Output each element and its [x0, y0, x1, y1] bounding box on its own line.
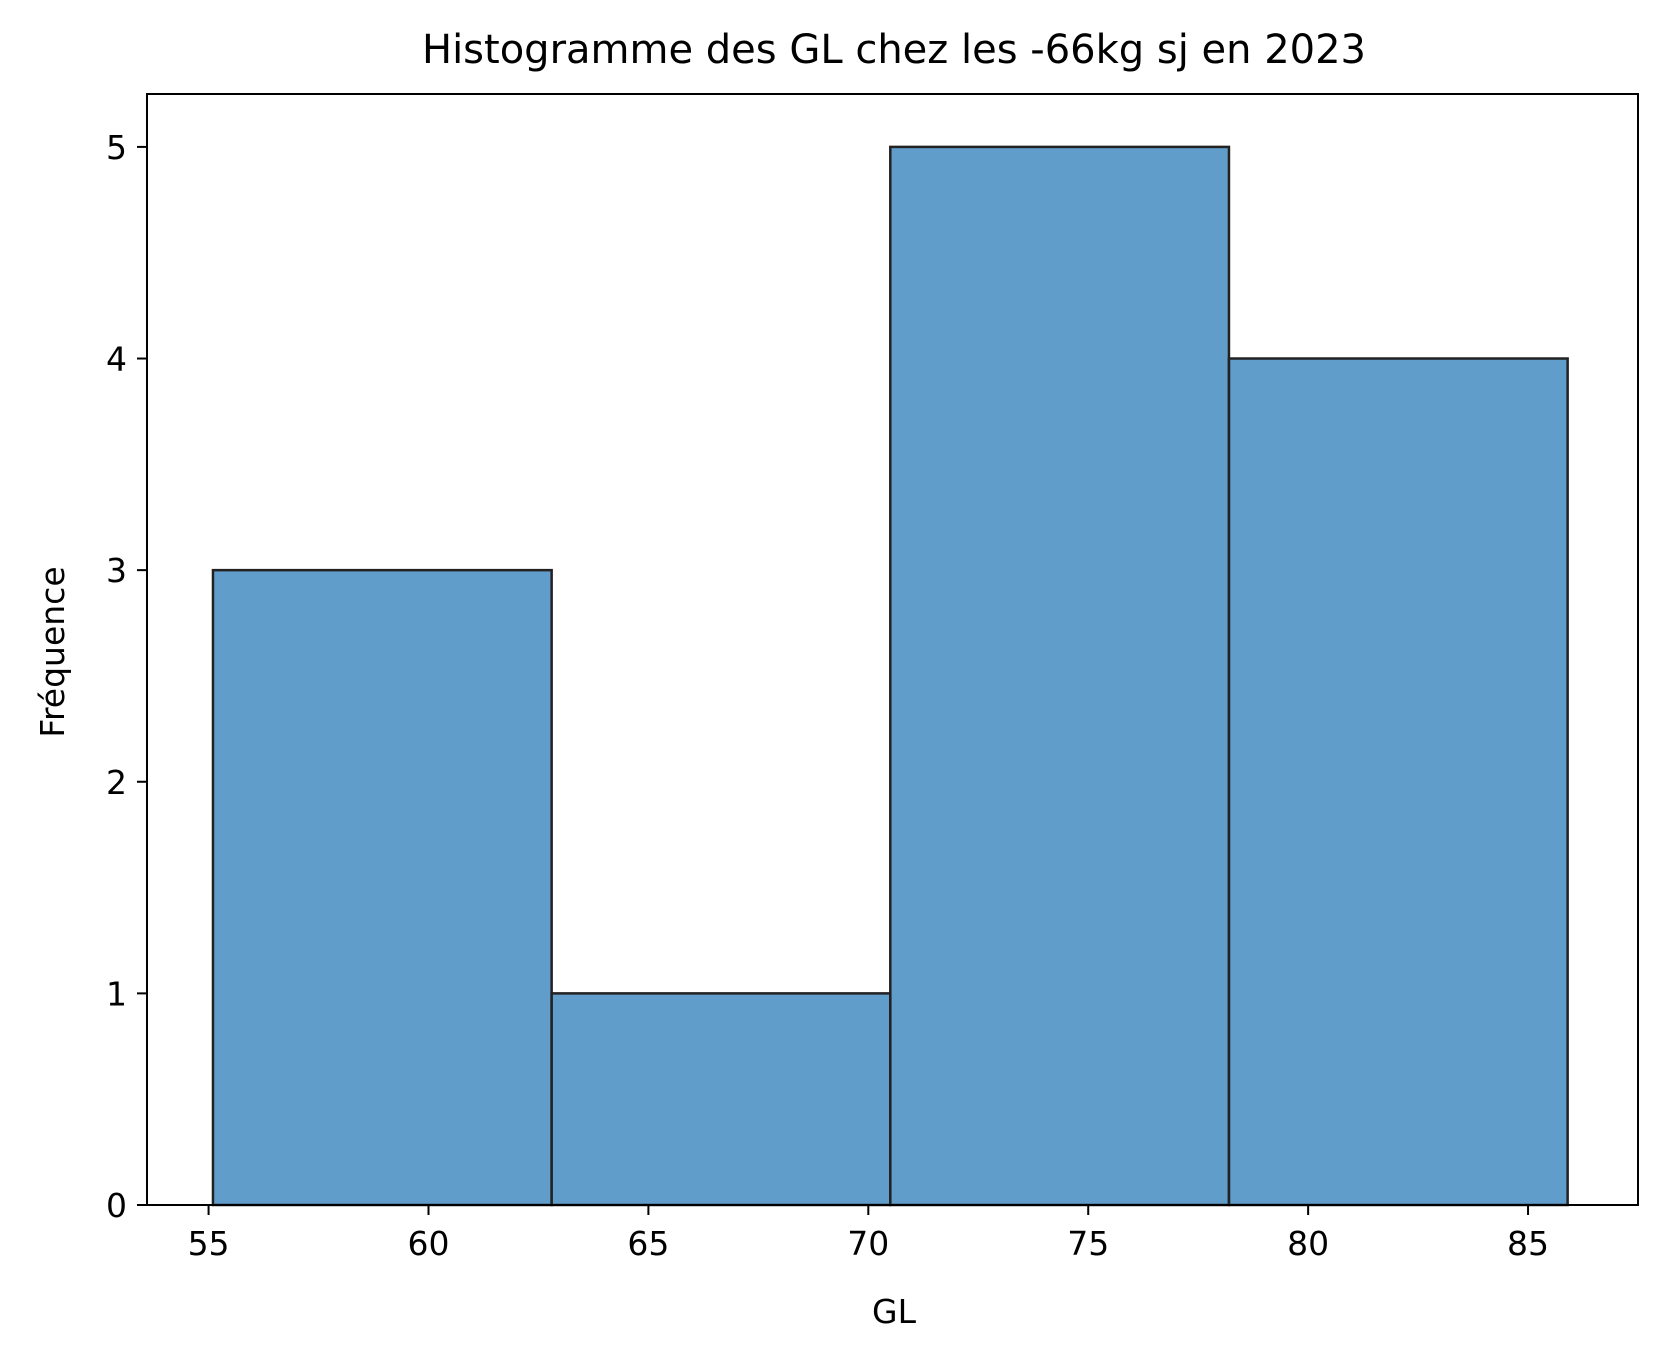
y-tick-label: 2: [106, 763, 127, 802]
y-axis-ticks: 0 1 2 3 4 5: [106, 128, 147, 1225]
y-tick-label: 1: [106, 974, 127, 1013]
histogram-bar-2: [550, 992, 892, 1207]
histogram-bar-4: [1227, 357, 1569, 1207]
y-tick-label: 3: [106, 551, 127, 590]
x-tick-label: 60: [407, 1224, 449, 1263]
histogram-bar-1: [211, 568, 553, 1207]
x-tick-label: 65: [627, 1224, 669, 1263]
y-tick-label: 5: [106, 128, 127, 167]
y-tick-label: 0: [106, 1186, 127, 1225]
x-tick-label: 55: [188, 1224, 230, 1263]
x-axis-ticks: 55 60 65 70 75 80 85: [188, 1205, 1549, 1263]
x-axis-label: GL: [872, 1292, 917, 1331]
x-tick-label: 75: [1067, 1224, 1109, 1263]
y-axis-label: Fréquence: [33, 566, 72, 737]
bars-group: [211, 145, 1569, 1207]
x-tick-label: 80: [1287, 1224, 1329, 1263]
plot-area-frame: [146, 93, 1639, 1206]
histogram-bar-3: [889, 145, 1231, 1207]
chart-title: Histogramme des GL chez les -66kg sj en …: [422, 27, 1366, 73]
y-tick-label: 4: [106, 340, 127, 379]
x-tick-label: 70: [847, 1224, 889, 1263]
x-tick-label: 85: [1507, 1224, 1549, 1263]
